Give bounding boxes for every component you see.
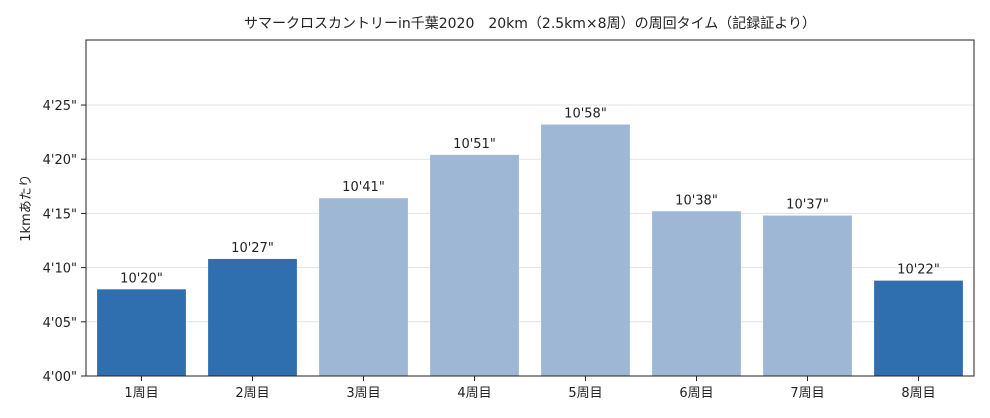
y-axis-ticks: 4'00" 4'05" 4'10" 4'15" 4'20" 4'25" [43,99,86,385]
bar [763,215,852,376]
x-tick-label: 2周目 [235,386,269,401]
bar [208,258,297,376]
y-axis-label: 1kmあたり [19,174,34,241]
data-labels: 10'20" 10'27" 10'41" 10'51" 10'58" 10'38" 10'3… [120,107,940,287]
bar-value-label: 10'20" [120,271,163,286]
chart-title: サマークロスカントリーin千葉2020 20km（2.5km×8周）の周回タイム… [244,15,816,32]
bar-value-label: 10'27" [231,241,274,256]
bars [97,124,963,377]
bar-value-label: 10'51" [453,137,496,152]
bar [430,154,519,376]
x-tick-label: 3周目 [346,386,380,401]
y-tick-label: 4'25" [43,99,77,114]
bar-value-label: 10'38" [675,193,718,208]
x-tick-label: 8周目 [901,386,935,401]
bar [874,280,963,376]
x-tick-label: 5周目 [568,386,602,401]
bar-value-label: 10'58" [564,107,607,122]
bar [541,124,630,377]
y-tick-label: 4'15" [43,207,77,222]
bar [652,211,741,376]
bar-value-label: 10'37" [786,198,829,213]
bar [319,198,408,376]
y-tick-label: 4'00" [43,370,77,385]
y-tick-label: 4'10" [43,262,77,277]
plot-frame [85,39,975,377]
y-tick-label: 4'05" [43,316,77,331]
x-tick-label: 6周目 [679,386,713,401]
y-tick-label: 4'20" [43,153,77,168]
bar [97,289,186,376]
x-tick-label: 4周目 [457,386,491,401]
bar-value-label: 10'41" [342,180,385,195]
bar-value-label: 10'22" [897,263,940,278]
x-axis-ticks: 1周目 2周目 3周目 4周目 5周目 6周目 7周目 8周目 [124,376,936,401]
x-tick-label: 1周目 [124,386,158,401]
x-tick-label: 7周目 [790,386,824,401]
